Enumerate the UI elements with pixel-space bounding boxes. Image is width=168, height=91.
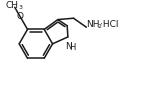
Text: 2: 2 [97,24,101,29]
Text: ·HCl: ·HCl [100,20,118,29]
Text: 3: 3 [19,5,23,10]
Text: O: O [16,12,23,21]
Text: NH: NH [86,20,100,29]
Text: CH: CH [5,1,18,10]
Text: H: H [70,43,76,52]
Text: N: N [66,42,72,51]
